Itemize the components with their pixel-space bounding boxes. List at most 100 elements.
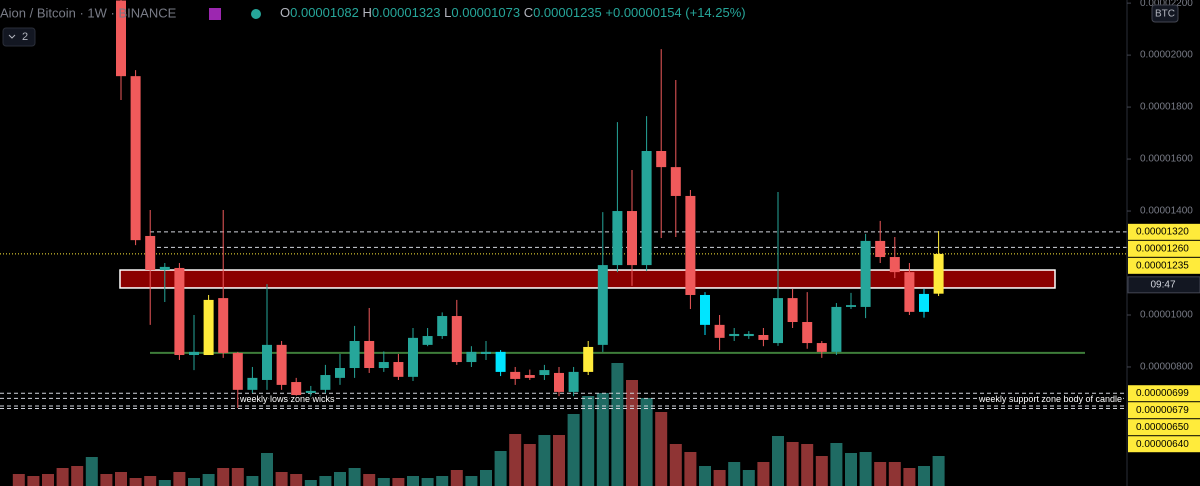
volume-bar — [918, 466, 930, 486]
candle-body — [116, 0, 126, 77]
volume-bar — [932, 456, 945, 486]
candle-body — [846, 305, 856, 307]
header: Aion / Bitcoin · 1W · BINANCE O0.0000108… — [0, 4, 1179, 47]
candle-body — [568, 371, 579, 392]
ohlc-value: 0.00001323 — [372, 5, 441, 20]
candle-body — [422, 336, 433, 345]
candle-body — [481, 351, 491, 354]
volume-bar — [115, 472, 127, 486]
volume-bar — [728, 462, 741, 486]
candle-body — [612, 211, 623, 266]
volume-bar — [56, 468, 69, 486]
ohlc-value: 0.00001073 — [451, 5, 520, 20]
candle-body — [670, 167, 681, 196]
candle-body — [203, 299, 214, 356]
volume-bar — [407, 476, 419, 486]
candle-body — [393, 362, 404, 377]
volume-bar — [436, 476, 449, 486]
candle-body — [291, 382, 302, 396]
candle-body — [495, 351, 506, 372]
volume-bar — [538, 435, 551, 486]
volume-bar — [319, 476, 332, 486]
resistance-zone — [119, 269, 1056, 289]
axis-labels: 0.00002200 0.00002000 0.00001800 0.00001600… — [1127, 0, 1200, 453]
candle-body — [189, 351, 199, 356]
flag-icon[interactable] — [209, 8, 221, 20]
volume-bar — [158, 480, 171, 486]
candle-body — [262, 344, 272, 380]
volume-bar — [246, 476, 259, 486]
candle-body — [510, 371, 521, 379]
volume-bar — [290, 474, 303, 486]
candle-body — [349, 340, 360, 369]
level-label-box — [1128, 240, 1200, 257]
candle-body — [700, 294, 710, 325]
candle-body — [641, 150, 652, 266]
level-label-box — [1128, 257, 1200, 274]
indicator-toggle[interactable] — [2, 27, 36, 47]
chevron-icon — [8, 34, 16, 39]
candle-body — [130, 76, 141, 241]
candle-body — [305, 390, 316, 393]
volume-bar — [757, 462, 770, 486]
volume-bar — [12, 474, 25, 486]
volume-bar — [669, 444, 682, 486]
volume-bar — [582, 396, 595, 486]
y-tick-label: 0.00001600 — [1140, 154, 1193, 165]
candle-body — [919, 293, 929, 312]
change: +0.00000154 (+14.25%) — [605, 5, 745, 20]
volume-bar — [450, 470, 463, 486]
volume-bar — [85, 457, 98, 486]
candle-body — [247, 377, 258, 390]
symbol-title: Aion / Bitcoin · 1W · BINANCE — [0, 5, 177, 20]
volume-pane — [12, 363, 945, 486]
volume-bar — [801, 444, 814, 486]
ohlc-letter: L — [444, 5, 451, 20]
y-tick-label: 0.00001400 — [1140, 206, 1193, 217]
candle-body — [860, 240, 871, 307]
volume-bar — [786, 442, 799, 486]
volume-bar — [494, 451, 507, 486]
candle-body — [597, 265, 608, 345]
y-tick-label: 0.00001000 — [1140, 310, 1193, 321]
volume-bar — [903, 468, 916, 486]
ohlc-letter: O — [280, 5, 290, 20]
volume-bar — [815, 456, 828, 486]
candle-body — [335, 368, 345, 378]
level-label: 0.00001260 — [1136, 243, 1189, 254]
countdown: 09:47 — [1150, 279, 1175, 290]
candle-body — [816, 343, 827, 352]
candle-body — [145, 235, 156, 271]
candle-body — [875, 240, 886, 258]
currency-box[interactable] — [1151, 4, 1179, 23]
level-label: 0.00000640 — [1136, 439, 1189, 450]
candle-body — [787, 298, 798, 323]
volume-bar — [655, 412, 668, 486]
candle-body — [685, 195, 696, 295]
candle-body — [743, 333, 754, 337]
volume-bar — [129, 478, 142, 486]
ohlc-legend: O0.00001082 H0.00001323 L0.00001073 C0.0… — [280, 5, 746, 20]
candle-body — [466, 351, 477, 363]
volume-bar — [188, 478, 200, 486]
candle-body — [276, 344, 287, 385]
volume-bar — [713, 470, 726, 486]
ohlc-value: 0.00001082 — [290, 5, 359, 20]
y-tick-label: 0.00002200 — [1140, 0, 1193, 9]
candle-body — [320, 375, 331, 390]
level-label-box — [1128, 436, 1200, 453]
candle-body — [627, 211, 637, 266]
candle-body — [933, 253, 944, 294]
price-pane: weekly lows zone wicks weekly support zon… — [0, 0, 1127, 410]
candle-body — [437, 316, 448, 337]
volume-bar — [640, 398, 653, 486]
candle-body — [583, 346, 594, 372]
volume-bar — [480, 470, 492, 486]
volume-bar — [888, 462, 901, 486]
candle-body — [159, 266, 170, 271]
candle-body — [364, 340, 375, 369]
volume-bar — [567, 414, 580, 486]
y-tick-label: 0.00001800 — [1140, 102, 1193, 113]
volume-bar — [304, 480, 317, 486]
